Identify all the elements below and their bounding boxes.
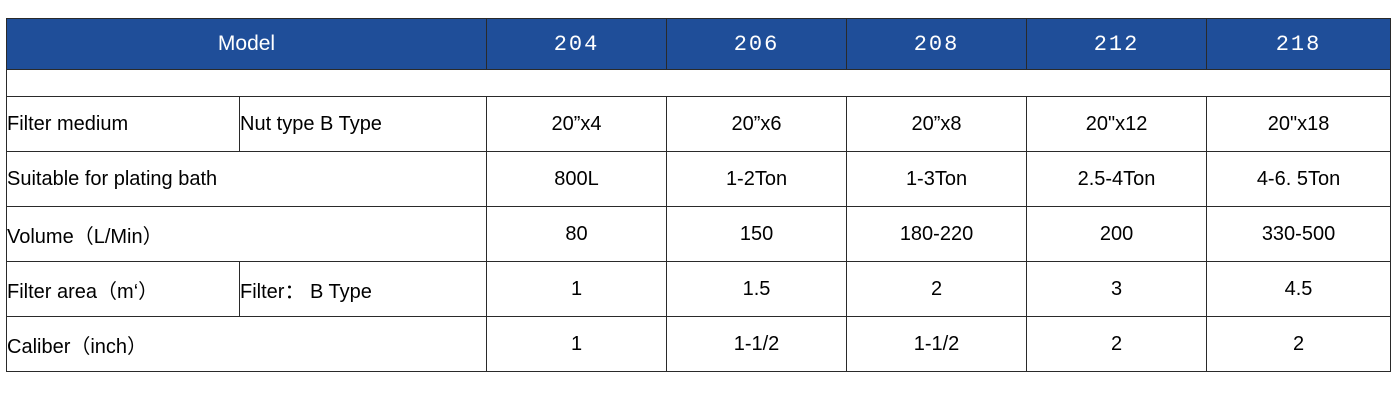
spacer-row	[5, 69, 1392, 97]
table-cell: 1-1/2	[846, 316, 1028, 372]
table-cell: 20”x8	[846, 96, 1028, 152]
row-label: Filter medium	[6, 96, 240, 152]
table-cell: 1-2Ton	[666, 151, 848, 207]
table-cell: 1	[486, 316, 668, 372]
table-cell: 1-3Ton	[846, 151, 1028, 207]
model-col-212: 212	[1026, 18, 1208, 70]
row-plating-bath: Suitable for plating bath 800L 1-2Ton 1-…	[5, 151, 1392, 207]
row-label: Suitable for plating bath	[5, 151, 488, 207]
model-col-204: 204	[486, 18, 668, 70]
model-col-208: 208	[846, 18, 1028, 70]
row-caliber: Caliber（inch） 1 1-1/2 1-1/2 2 2	[5, 316, 1392, 372]
table-cell: 1	[486, 261, 668, 317]
table-cell: 20”x4	[486, 96, 668, 152]
table-cell: 2	[1026, 316, 1208, 372]
spec-table: Model 204 206 208 212 218 Filter medium …	[5, 18, 1392, 372]
model-col-218: 218	[1206, 18, 1392, 70]
header-row: Model 204 206 208 212 218	[5, 18, 1392, 70]
table-cell: 20"x18	[1206, 96, 1392, 152]
row-label: Volume（L/Min）	[5, 206, 488, 262]
row-filter-medium: Filter medium Nut type B Type 20”x4 20”x…	[6, 96, 1392, 152]
table-cell: 3	[1026, 261, 1208, 317]
table-cell: 4-6. 5Ton	[1206, 151, 1392, 207]
table-cell: 4.5	[1206, 261, 1392, 317]
table-cell: 180-220	[846, 206, 1028, 262]
table-cell: 150	[666, 206, 848, 262]
row-filter-area: Filter area（m‘） Filter： B Type 1 1.5 2 3…	[6, 261, 1392, 317]
table-cell: 20”x6	[666, 96, 848, 152]
row-sub-label: Nut type B Type	[238, 96, 488, 152]
table-cell: 1-1/2	[666, 316, 848, 372]
table-cell: 2.5-4Ton	[1026, 151, 1208, 207]
table-cell: 800L	[486, 151, 668, 207]
model-header: Model	[5, 18, 488, 70]
spacer-cell	[5, 69, 1392, 97]
table-cell: 2	[846, 261, 1028, 317]
row-label: Filter area（m‘）	[6, 261, 240, 317]
row-volume: Volume（L/Min） 80 150 180-220 200 330-500	[5, 206, 1392, 262]
row-sub-label: Filter： B Type	[238, 261, 488, 317]
table-cell: 20"x12	[1026, 96, 1208, 152]
model-col-206: 206	[666, 18, 848, 70]
table-cell: 200	[1026, 206, 1208, 262]
table-cell: 2	[1206, 316, 1392, 372]
table-cell: 80	[486, 206, 668, 262]
table-cell: 330-500	[1206, 206, 1392, 262]
table-cell: 1.5	[666, 261, 848, 317]
row-label: Caliber（inch）	[5, 316, 488, 372]
